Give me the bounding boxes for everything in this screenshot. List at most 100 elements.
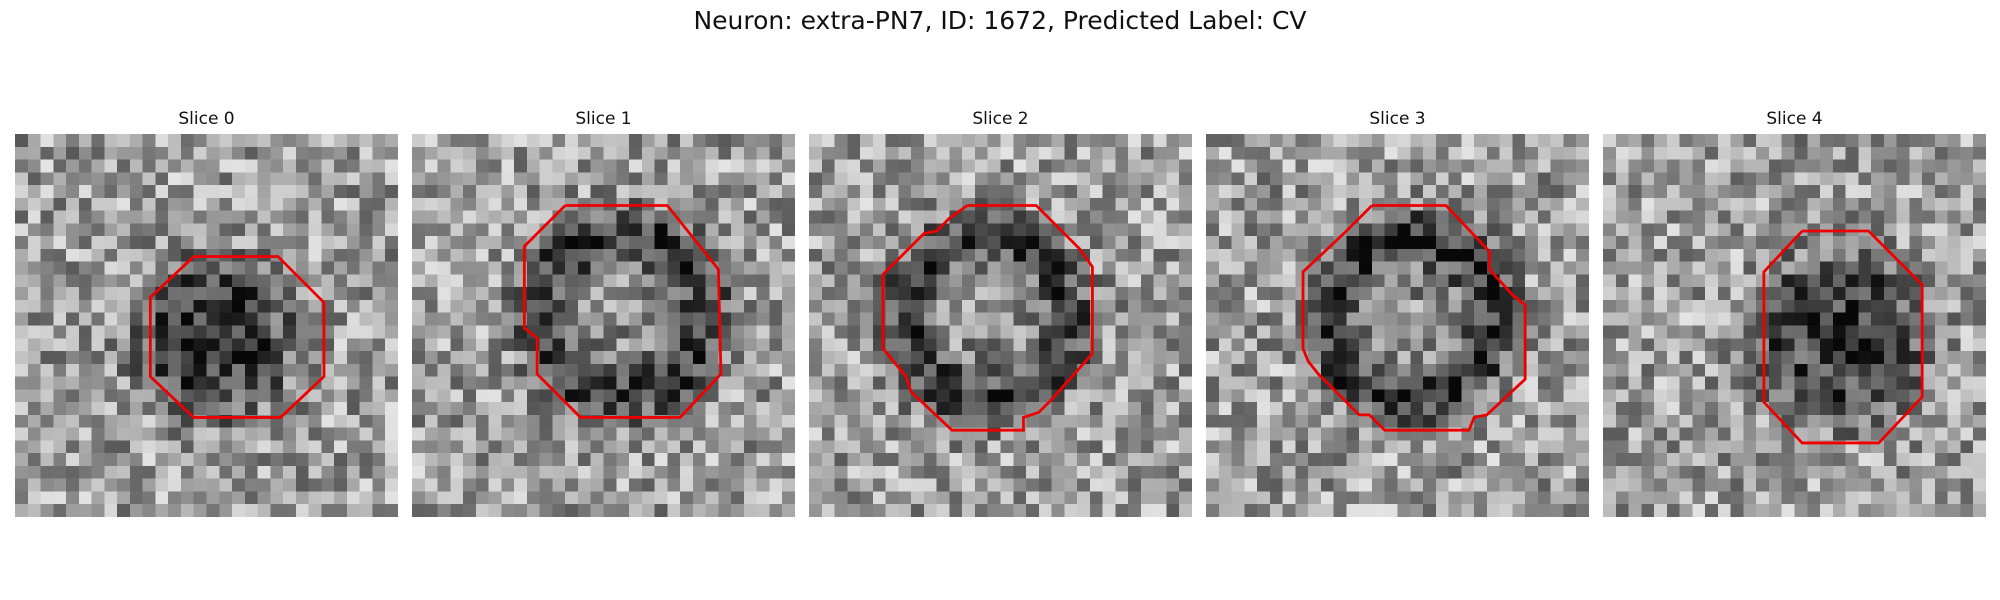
pixel <box>1371 440 1385 454</box>
pixel <box>1140 312 1154 326</box>
pixel <box>718 299 732 313</box>
pixel <box>219 389 233 403</box>
pixel <box>1820 491 1834 505</box>
pixel <box>501 363 515 377</box>
pixel <box>629 210 643 224</box>
pixel <box>155 146 169 160</box>
pixel <box>180 287 194 301</box>
pixel <box>629 491 643 505</box>
pixel <box>232 465 246 479</box>
pixel <box>1064 159 1078 173</box>
pixel <box>1615 248 1629 262</box>
pixel <box>718 440 732 454</box>
pixel <box>334 248 348 262</box>
pixel <box>424 223 438 237</box>
pixel <box>1397 363 1411 377</box>
pixel <box>667 134 681 148</box>
pixel <box>1550 338 1564 352</box>
pixel <box>1435 172 1449 186</box>
pixel <box>936 351 950 365</box>
pixel <box>629 389 643 403</box>
pixel <box>1166 312 1180 326</box>
pixel <box>424 146 438 160</box>
pixel <box>501 223 515 237</box>
pixel <box>860 453 874 467</box>
pixel <box>1038 427 1052 441</box>
pixel <box>1000 172 1014 186</box>
pixel <box>974 453 988 467</box>
pixel <box>987 172 1001 186</box>
grayscale-pixel-grid <box>809 134 1192 517</box>
pixel <box>1077 185 1091 199</box>
pixel <box>1654 338 1668 352</box>
pixel <box>1730 236 1744 250</box>
pixel <box>1013 146 1027 160</box>
pixel <box>1794 363 1808 377</box>
pixel <box>1563 172 1577 186</box>
pixel <box>1115 287 1129 301</box>
pixel <box>1359 261 1373 275</box>
pixel <box>1768 465 1782 479</box>
pixel <box>232 325 246 339</box>
pixel <box>1064 453 1078 467</box>
pixel <box>1743 389 1757 403</box>
pixel <box>1115 363 1129 377</box>
pixel <box>1257 299 1271 313</box>
pixel <box>1461 185 1475 199</box>
pixel <box>1576 134 1589 148</box>
pixel <box>1717 172 1731 186</box>
pixel <box>270 287 284 301</box>
pixel <box>1858 236 1872 250</box>
pixel <box>718 478 732 492</box>
pixel <box>731 402 745 416</box>
pixel <box>1947 134 1961 148</box>
pixel <box>117 325 131 339</box>
pixel <box>1115 223 1129 237</box>
pixel <box>834 210 848 224</box>
pixel <box>834 185 848 199</box>
pixel <box>385 504 398 517</box>
pixel <box>1038 338 1052 352</box>
pixel <box>1973 389 1986 403</box>
pixel <box>488 197 502 211</box>
pixel <box>142 261 156 275</box>
pixel <box>1794 210 1808 224</box>
pixel <box>1140 299 1154 313</box>
pixel <box>155 159 169 173</box>
pixel <box>1371 389 1385 403</box>
pixel <box>1115 351 1129 365</box>
pixel <box>885 427 899 441</box>
pixel <box>1244 465 1258 479</box>
pixel <box>1153 363 1167 377</box>
pixel <box>1448 287 1462 301</box>
pixel <box>385 427 398 441</box>
pixel <box>1832 376 1846 390</box>
pixel <box>1026 299 1040 313</box>
pixel <box>1512 312 1526 326</box>
pixel <box>1615 491 1629 505</box>
pixel <box>1563 223 1577 237</box>
pixel <box>1206 325 1220 339</box>
pixel <box>1794 223 1808 237</box>
pixel <box>1628 274 1642 288</box>
pixel <box>1858 453 1872 467</box>
pixel <box>1179 159 1192 173</box>
pixel <box>488 414 502 428</box>
pixel <box>1461 376 1475 390</box>
pixel <box>1641 427 1655 441</box>
pixel <box>1922 427 1936 441</box>
pixel <box>1435 338 1449 352</box>
pixel <box>1628 197 1642 211</box>
pixel <box>898 159 912 173</box>
pixel <box>450 223 464 237</box>
pixel <box>603 236 617 250</box>
pixel <box>91 172 105 186</box>
pixel <box>1295 376 1309 390</box>
pixel <box>590 172 604 186</box>
pixel <box>1461 402 1475 416</box>
pixel <box>1282 248 1296 262</box>
pixel <box>412 210 426 224</box>
pixel <box>1115 274 1129 288</box>
pixel <box>1269 312 1283 326</box>
pixel <box>1102 312 1116 326</box>
